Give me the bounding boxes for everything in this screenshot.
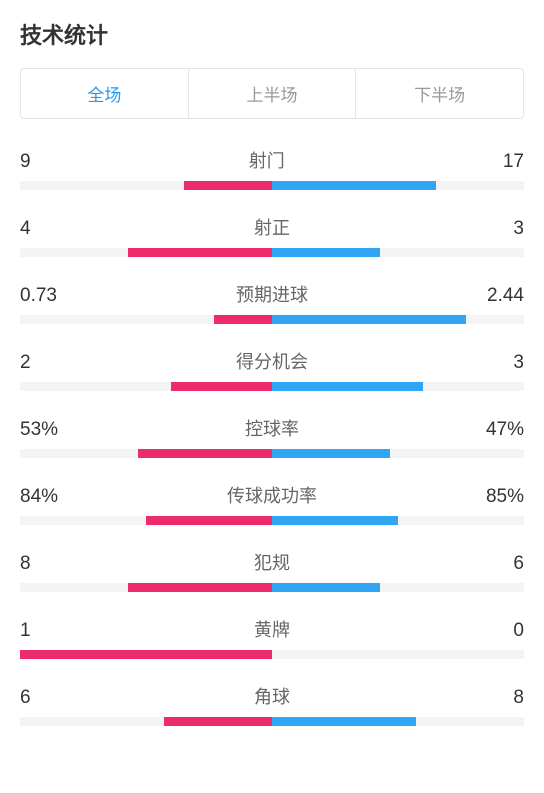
stat-label: 传球成功率	[58, 482, 486, 508]
bar-left-fill	[20, 650, 272, 659]
bar-left-fill	[214, 315, 272, 324]
bar-right-half	[272, 315, 524, 324]
stat-values: 6角球8	[20, 683, 524, 709]
page-title: 技术统计	[20, 18, 524, 50]
tab-first-half[interactable]: 上半场	[189, 69, 357, 118]
stat-values: 1黄牌0	[20, 616, 524, 642]
bar-left-fill	[128, 583, 272, 592]
period-tabs: 全场 上半场 下半场	[20, 68, 524, 119]
bar-right-fill	[272, 449, 390, 458]
stat-right-value: 2.44	[487, 285, 524, 307]
stat-values: 2得分机会3	[20, 348, 524, 374]
stat-row: 9射门17	[20, 147, 524, 190]
stat-left-value: 6	[20, 687, 31, 709]
bar-left-fill	[128, 248, 272, 257]
bar-right-half	[272, 516, 524, 525]
stat-values: 9射门17	[20, 147, 524, 173]
stat-row: 84%传球成功率85%	[20, 482, 524, 525]
bar-right-fill	[272, 181, 436, 190]
bar-left-half	[20, 315, 272, 324]
bar-left-half	[20, 516, 272, 525]
stat-values: 4射正3	[20, 214, 524, 240]
stat-label: 预期进球	[57, 281, 487, 307]
stat-bar	[20, 717, 524, 726]
stats-container: 技术统计 全场 上半场 下半场 9射门174射正30.73预期进球2.442得分…	[0, 0, 544, 726]
stat-label: 得分机会	[31, 348, 514, 374]
bar-left-fill	[138, 449, 272, 458]
bar-right-half	[272, 382, 524, 391]
stat-values: 84%传球成功率85%	[20, 482, 524, 508]
stat-bar	[20, 650, 524, 659]
stat-row: 8犯规6	[20, 549, 524, 592]
bar-right-fill	[272, 583, 380, 592]
bar-left-fill	[164, 717, 272, 726]
stat-bar	[20, 382, 524, 391]
stat-row: 53%控球率47%	[20, 415, 524, 458]
stat-right-value: 3	[513, 218, 524, 240]
bar-right-half	[272, 717, 524, 726]
stat-left-value: 9	[20, 151, 31, 173]
stat-left-value: 2	[20, 352, 31, 374]
stat-right-value: 3	[513, 352, 524, 374]
bar-right-fill	[272, 382, 423, 391]
stat-label: 射门	[31, 147, 503, 173]
stat-row: 4射正3	[20, 214, 524, 257]
stat-right-value: 17	[503, 151, 524, 173]
bar-left-half	[20, 248, 272, 257]
stat-values: 0.73预期进球2.44	[20, 281, 524, 307]
bar-left-half	[20, 449, 272, 458]
stat-row: 1黄牌0	[20, 616, 524, 659]
stat-right-value: 47%	[486, 419, 524, 441]
bar-right-half	[272, 650, 524, 659]
stat-right-value: 8	[513, 687, 524, 709]
stat-row: 6角球8	[20, 683, 524, 726]
stat-bar	[20, 248, 524, 257]
stat-row: 0.73预期进球2.44	[20, 281, 524, 324]
bar-left-half	[20, 717, 272, 726]
tab-second-half[interactable]: 下半场	[356, 69, 523, 118]
stat-label: 黄牌	[31, 616, 514, 642]
bar-left-half	[20, 181, 272, 190]
bar-left-fill	[184, 181, 272, 190]
bar-left-fill	[171, 382, 272, 391]
stat-values: 8犯规6	[20, 549, 524, 575]
stat-label: 角球	[31, 683, 514, 709]
stat-right-value: 85%	[486, 486, 524, 508]
bar-left-half	[20, 382, 272, 391]
stat-bar	[20, 181, 524, 190]
tab-fulltime[interactable]: 全场	[21, 69, 189, 118]
stat-label: 射正	[31, 214, 514, 240]
stat-values: 53%控球率47%	[20, 415, 524, 441]
stat-left-value: 53%	[20, 419, 58, 441]
bar-right-fill	[272, 516, 398, 525]
bar-right-half	[272, 248, 524, 257]
bar-right-fill	[272, 248, 380, 257]
stat-left-value: 1	[20, 620, 31, 642]
bar-left-half	[20, 583, 272, 592]
stat-bar	[20, 583, 524, 592]
bar-right-half	[272, 181, 524, 190]
stat-left-value: 4	[20, 218, 31, 240]
stat-right-value: 6	[513, 553, 524, 575]
bar-left-half	[20, 650, 272, 659]
stat-bar	[20, 315, 524, 324]
bar-right-fill	[272, 315, 466, 324]
stats-list: 9射门174射正30.73预期进球2.442得分机会353%控球率47%84%传…	[20, 147, 524, 726]
bar-right-half	[272, 583, 524, 592]
bar-right-fill	[272, 717, 416, 726]
stat-left-value: 0.73	[20, 285, 57, 307]
stat-label: 控球率	[58, 415, 486, 441]
stat-bar	[20, 516, 524, 525]
bar-left-fill	[146, 516, 272, 525]
stat-left-value: 84%	[20, 486, 58, 508]
stat-label: 犯规	[31, 549, 514, 575]
bar-right-half	[272, 449, 524, 458]
stat-right-value: 0	[513, 620, 524, 642]
stat-left-value: 8	[20, 553, 31, 575]
stat-bar	[20, 449, 524, 458]
stat-row: 2得分机会3	[20, 348, 524, 391]
